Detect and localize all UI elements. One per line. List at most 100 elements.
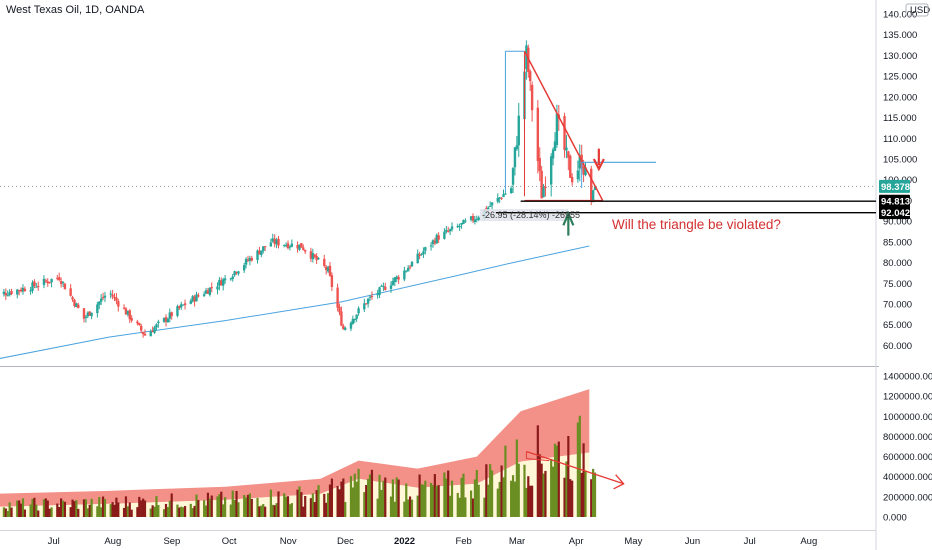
price-tick-label: 140.000 [883,10,917,21]
candle-body [183,303,187,305]
candle-body [271,238,274,242]
volume-bar [445,478,448,517]
candle-body [170,312,173,317]
candle-body [324,266,328,270]
volume-bar [113,504,116,517]
candle-body [256,250,259,260]
candle-body [393,277,397,283]
volume-bar [536,425,539,517]
volume-bar [19,503,23,517]
price-tag-box [879,194,910,208]
volume-bar [317,485,320,517]
candle-body [525,45,528,70]
candle-body [582,167,585,175]
candle-body [591,190,595,201]
candle-body [233,271,236,276]
volume-band [0,389,590,517]
volume-bar [235,490,238,517]
volume-bar [410,499,414,517]
candle-body [273,238,276,244]
candle-body [117,301,120,307]
volume-bars [2,415,597,517]
volume-bar [365,485,368,517]
volume-bar [130,509,133,517]
candle-body [86,312,90,317]
volume-bar [46,500,49,517]
price-tick-label: 110.000 [883,134,917,145]
candle-body [368,296,372,298]
candle-body [231,276,234,280]
volume-bar [153,506,156,517]
volume-bar [2,507,6,517]
volume-bar [384,477,387,517]
volume-bar [220,491,223,517]
volume-bar [100,507,103,517]
candle-body [391,281,395,286]
volume-bar [115,497,118,517]
volume-bar [456,492,459,517]
volume-bar [37,510,40,517]
candle-body [418,254,421,257]
price-tag-98-378: 98.378 [879,179,910,193]
candle-body [395,276,398,280]
volume-bar [378,474,381,517]
volume-bar [183,506,187,517]
volume-bar [109,504,112,517]
drawings[interactable] [480,50,876,490]
volume-bar [84,499,88,517]
volume-bar [437,485,440,517]
volume-bar [450,480,454,517]
volume-bar [469,490,473,517]
candle-body [275,239,278,245]
arrow-down-icon [592,148,605,172]
volume-arrow-icon [613,474,625,490]
candle-body [405,270,408,272]
volume-bar [555,445,559,517]
price-tag-box [879,206,910,220]
volume-bar [260,505,263,517]
ma-200-line [0,245,590,359]
candle-body [296,245,299,249]
candle-body [140,325,143,331]
volume-bar [418,474,421,517]
volume-bar [191,508,194,517]
volume-bar [592,468,595,517]
candle-body [237,271,240,274]
volume-bar [473,479,477,517]
volume-bar [328,484,332,517]
volume-bar [403,501,406,517]
candle-body [464,220,467,222]
volume-bar [204,505,208,517]
volume-bar [393,501,396,517]
candle-body [357,308,360,314]
volume-bar [515,439,518,517]
time-tick-label: 2022 [394,536,415,547]
volume-bar [529,485,532,517]
volume-bar [397,479,400,517]
volume-bar [408,496,412,517]
candle-body [10,290,13,294]
candle-body [529,71,532,82]
volume-bar [178,507,181,517]
annotation-question: Will the triangle be violated? [612,217,781,232]
volume-bar [166,507,169,517]
volume-bar [462,473,465,517]
candle-body [111,294,114,297]
price-tick-label: 85.000 [883,237,912,248]
candle-body [44,280,48,282]
volume-bar [376,498,379,517]
candle-body [424,247,427,251]
volume-bar [142,498,145,517]
volume-bar [122,507,126,517]
volume-bar [218,494,221,517]
volume-bar [246,494,250,517]
volume-bar [325,502,328,517]
price-tick-label: 65.000 [883,320,912,331]
candle-body [204,290,208,294]
volume-bar [569,479,572,517]
candle-body [488,205,492,207]
price-tag-box [879,179,910,193]
volume-tick-label: 400000.000 [883,472,932,483]
volume-bar [496,488,499,517]
